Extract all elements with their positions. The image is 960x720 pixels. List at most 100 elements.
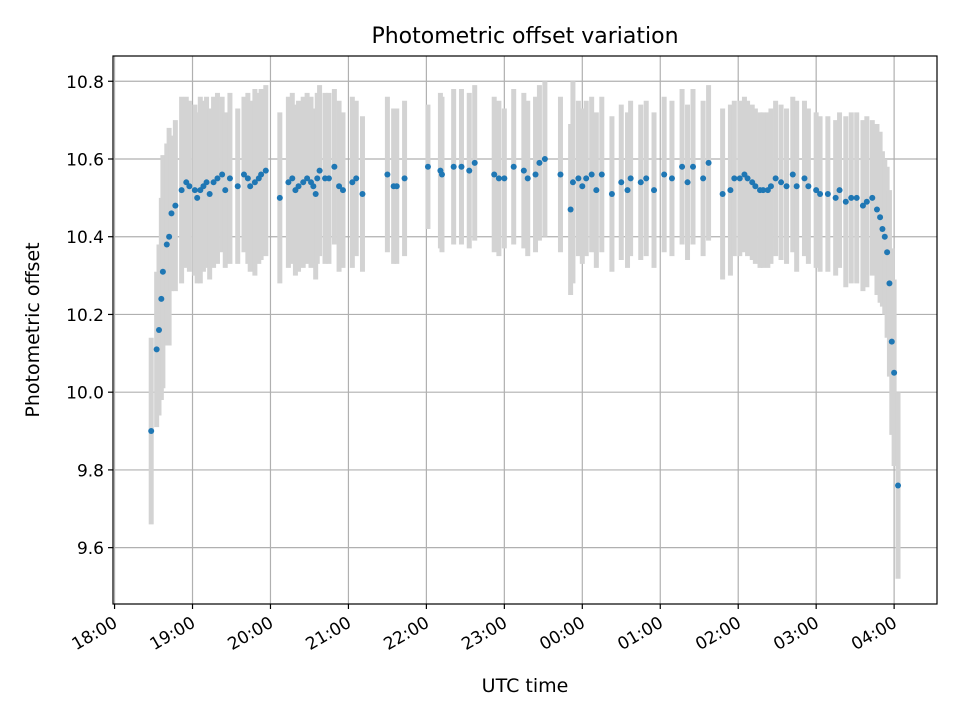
data-point (536, 159, 543, 166)
data-point (888, 338, 895, 345)
data-point (731, 175, 738, 182)
data-point (393, 183, 400, 190)
data-point (541, 155, 548, 162)
data-point (661, 171, 668, 178)
data-point (194, 194, 201, 201)
data-point (314, 175, 321, 182)
y-axis-label: Photometric offset (22, 242, 44, 417)
data-point (824, 190, 831, 197)
data-point (848, 194, 855, 201)
data-point (163, 241, 170, 248)
data-point (166, 233, 173, 240)
data-point (353, 175, 360, 182)
data-point (608, 190, 615, 197)
data-point (438, 171, 445, 178)
data-point (869, 194, 876, 201)
data-point (304, 175, 311, 182)
plot-frame (112, 55, 938, 605)
data-point (886, 280, 893, 287)
data-point (593, 187, 600, 194)
data-point (684, 179, 691, 186)
data-point (752, 183, 759, 190)
data-point (251, 179, 258, 186)
data-point (881, 233, 888, 240)
data-point (842, 198, 849, 205)
data-point (262, 167, 269, 174)
data-point (158, 295, 165, 302)
data-point (401, 175, 408, 182)
data-point (679, 163, 686, 170)
data-point (767, 183, 774, 190)
data-points (148, 155, 902, 489)
data-point (336, 183, 343, 190)
data-point (884, 249, 891, 256)
y-tick-label: 9.6 (77, 539, 104, 559)
data-point (155, 327, 162, 333)
data-point (557, 171, 564, 178)
data-point (772, 175, 779, 182)
data-point (668, 175, 675, 182)
chart-title: Photometric offset variation (371, 24, 678, 49)
data-point (569, 179, 576, 186)
data-point (226, 175, 233, 182)
data-point (778, 179, 785, 186)
data-point (705, 159, 712, 166)
data-point (210, 179, 217, 186)
data-point (583, 175, 590, 182)
data-point (588, 171, 595, 178)
data-point (813, 187, 820, 194)
data-point (240, 171, 247, 178)
data-point (783, 183, 790, 190)
data-point (300, 179, 307, 186)
data-point (744, 175, 751, 182)
data-point (191, 187, 198, 194)
data-point (879, 225, 886, 232)
data-point (524, 175, 531, 182)
data-point (637, 179, 644, 186)
data-point (501, 175, 508, 182)
data-point (760, 187, 767, 194)
data-point (244, 175, 251, 182)
data-point (424, 163, 431, 170)
y-tick-label: 10.6 (66, 150, 104, 170)
data-point (310, 183, 317, 190)
data-point (719, 190, 726, 197)
data-point (153, 346, 160, 353)
data-point (276, 194, 283, 201)
data-point (159, 268, 166, 275)
data-point (349, 179, 356, 186)
data-point (891, 369, 898, 376)
data-point (532, 171, 539, 178)
y-tick-label: 9.8 (77, 461, 104, 481)
data-point (736, 175, 743, 182)
data-point (178, 187, 185, 194)
y-tick-label: 10.8 (66, 73, 104, 93)
data-point (219, 171, 226, 178)
data-point (598, 171, 605, 178)
data-point (295, 183, 302, 190)
data-point (624, 187, 631, 194)
data-point (312, 190, 319, 197)
data-point (285, 179, 292, 186)
data-point (575, 175, 582, 182)
data-point (222, 187, 229, 194)
y-tick-label: 10.4 (66, 228, 104, 248)
data-point (873, 206, 880, 213)
y-axis-ticks: 9.6 9.8 10.0 10.2 10.4 10.6 10.8 (66, 73, 113, 559)
data-point (727, 187, 734, 194)
data-point (258, 171, 265, 178)
data-point (805, 183, 812, 190)
data-point (817, 190, 824, 197)
data-point (853, 194, 860, 201)
data-point (618, 179, 625, 186)
y-tick-label: 10.0 (66, 384, 104, 404)
data-point (316, 167, 323, 174)
x-axis-label: UTC time (482, 675, 569, 697)
data-point (643, 175, 650, 182)
data-point (836, 187, 843, 194)
data-point (186, 183, 193, 190)
data-point (450, 163, 457, 170)
data-point (567, 206, 574, 213)
data-point (651, 187, 658, 194)
